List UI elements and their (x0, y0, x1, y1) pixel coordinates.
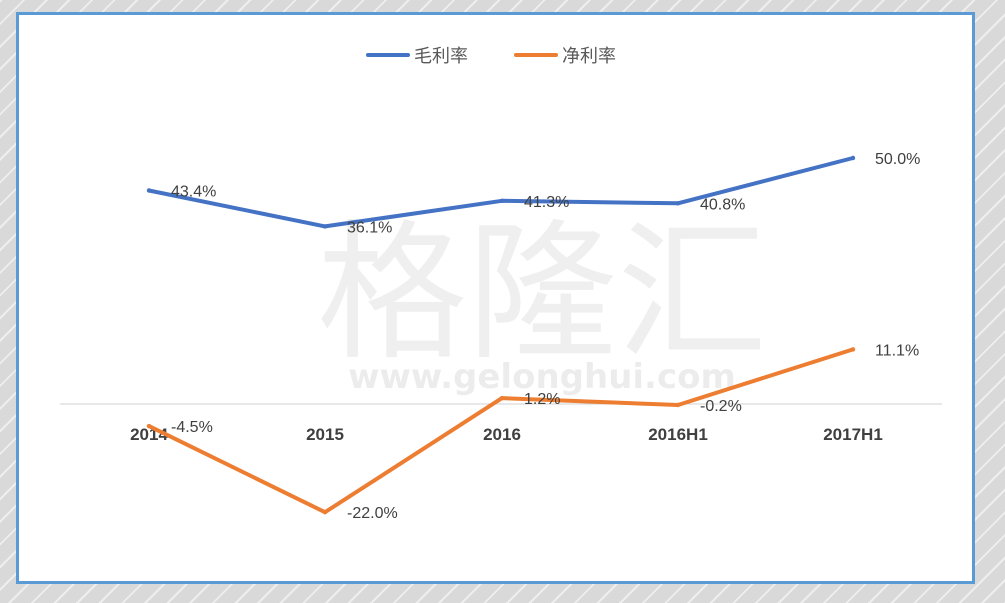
x-tick-label: 2016 (483, 425, 521, 444)
data-point-0 (322, 224, 328, 229)
data-label: 40.8% (700, 196, 745, 213)
watermark-text: 格隆汇 (317, 207, 767, 381)
data-point-1 (322, 510, 328, 515)
data-label: 36.1% (347, 219, 392, 236)
data-point-0 (675, 201, 681, 206)
data-label: -4.5% (171, 419, 213, 436)
chart-frame (16, 12, 975, 584)
data-point-0 (499, 198, 505, 203)
data-label: 50.0% (875, 151, 920, 168)
data-point-1 (850, 347, 856, 352)
watermark-url: www.gelonghui.com (348, 357, 736, 397)
x-tick-label: 2016H1 (648, 425, 708, 444)
data-label: 43.4% (171, 184, 216, 201)
data-point-1 (499, 395, 505, 401)
data-point-1 (675, 402, 681, 408)
data-label: 41.3% (524, 194, 569, 211)
data-label: 11.1% (875, 342, 919, 359)
data-point-1 (146, 423, 152, 429)
data-label: -22.0% (347, 505, 398, 522)
legend-label: 净利率 (562, 46, 616, 67)
data-point-0 (146, 188, 152, 193)
x-tick-label: 2017H1 (823, 425, 883, 444)
legend-label: 毛利率 (414, 46, 468, 67)
data-label: 1.2% (524, 391, 560, 408)
x-tick-label: 2015 (306, 425, 344, 444)
data-label: -0.2% (700, 398, 742, 415)
data-point-0 (850, 155, 856, 161)
